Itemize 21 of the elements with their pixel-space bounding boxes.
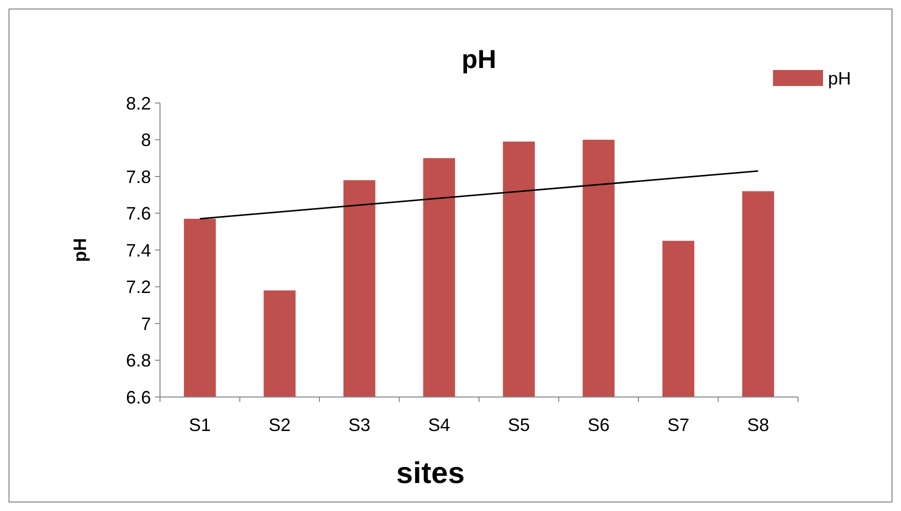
y-tick-label: 7 [140,314,151,334]
y-tick-label: 8.2 [126,93,151,114]
y-tick-label: 6.6 [126,387,151,408]
y-tick-label: 7.8 [126,166,151,187]
y-tick-label: 8 [140,130,151,150]
y-tick-label: 7.6 [126,204,151,224]
x-tick-label: S3 [348,415,370,435]
y-tick-label: 6.8 [126,350,151,371]
x-axis-title: sites [396,457,465,490]
legend-label: pH [828,68,852,88]
y-tick-label: 7.2 [126,277,151,298]
x-tick-label: S1 [188,415,211,435]
x-tick-label: S8 [747,415,770,435]
x-tick-label: S6 [588,415,610,435]
x-tick-label: S5 [508,415,530,435]
x-tick-label: S4 [428,415,450,435]
y-tick-label: 7.4 [126,240,151,260]
y-axis-title: pH [70,238,90,262]
x-tick-label: S2 [268,415,291,435]
chart-title: pH [462,44,496,74]
x-tick-label: S7 [667,415,690,435]
